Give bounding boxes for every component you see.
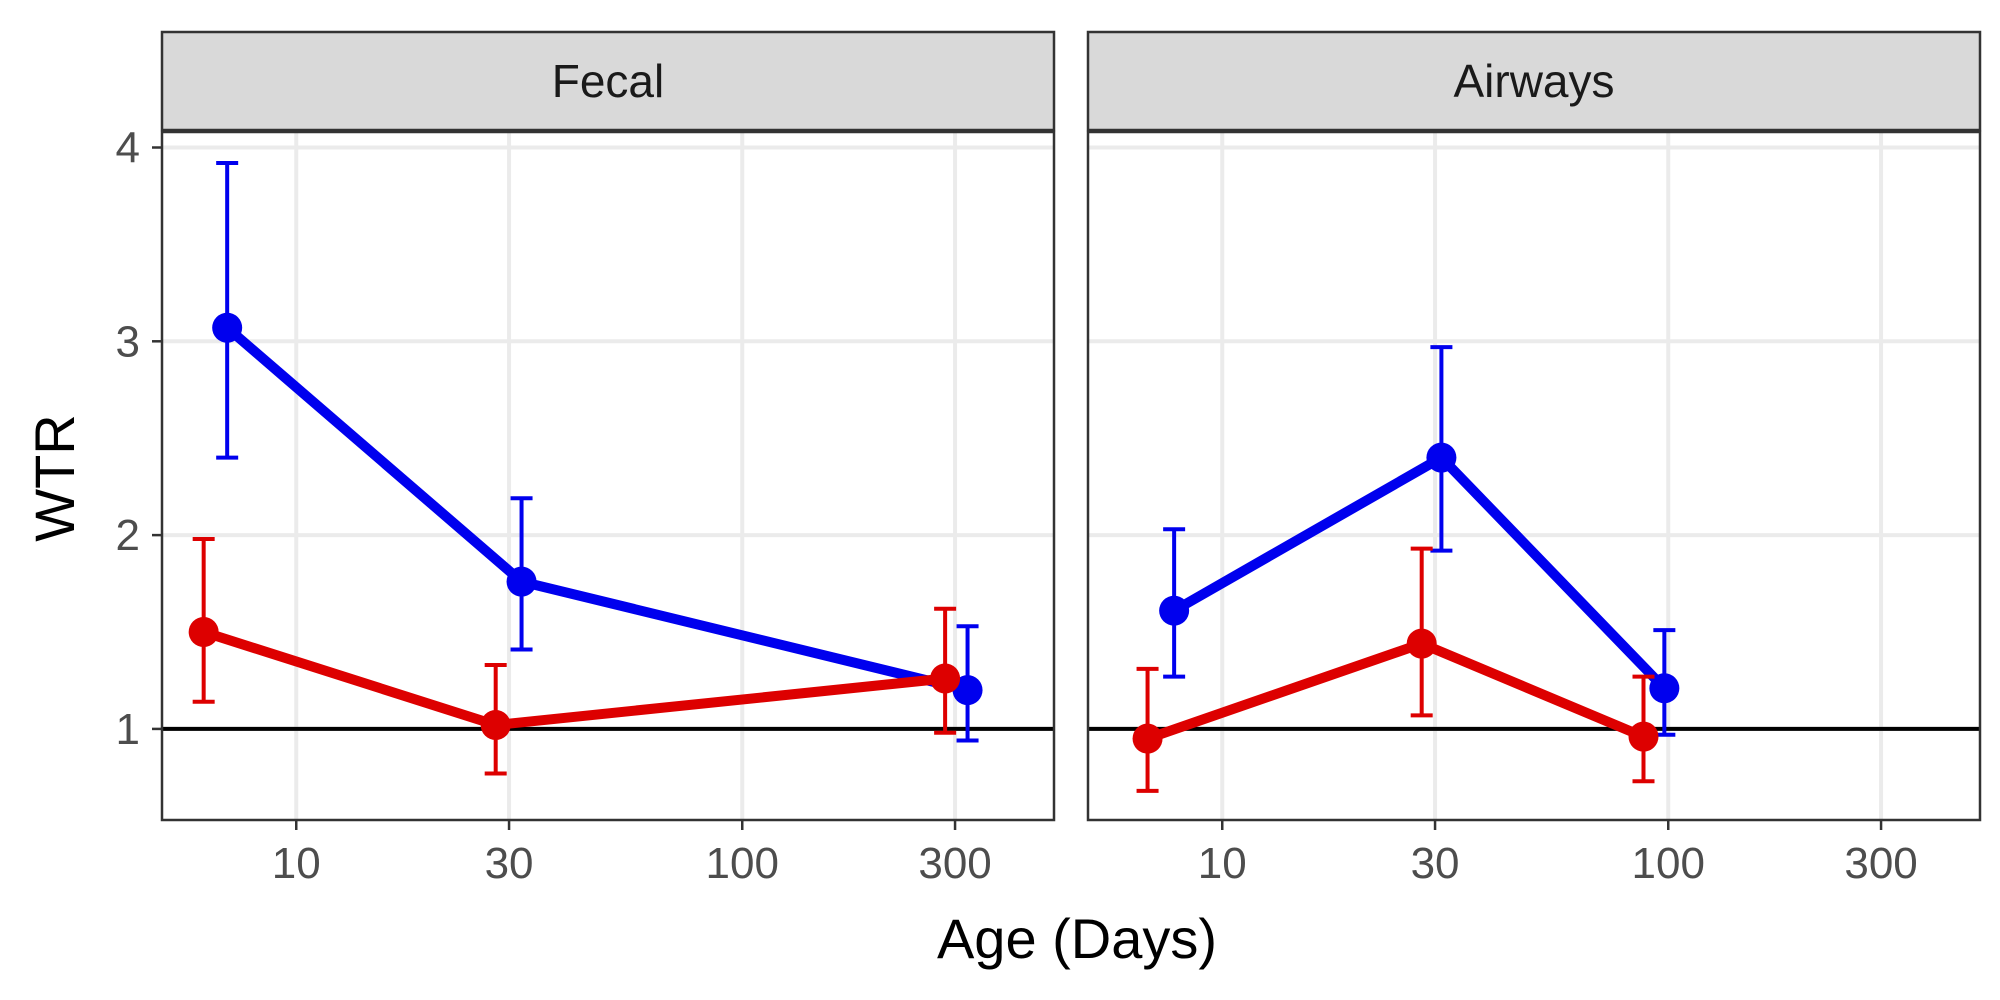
panel-title: Fecal xyxy=(552,55,664,107)
data-point xyxy=(212,312,243,343)
x-tick-label: 100 xyxy=(1632,839,1705,888)
y-axis: 1 2 3 4 xyxy=(116,124,162,754)
series-blue xyxy=(1159,345,1680,737)
series-blue xyxy=(212,161,983,743)
x-tick-label: 30 xyxy=(485,839,534,888)
panel-strip xyxy=(1086,30,1982,132)
y-tick-label: 2 xyxy=(116,511,140,560)
x-tick-label: 100 xyxy=(706,839,779,888)
data-point xyxy=(1406,628,1437,659)
data-point xyxy=(930,663,961,694)
data-point xyxy=(1132,723,1163,754)
data-point xyxy=(1628,721,1659,752)
series-red xyxy=(1132,546,1659,793)
x-tick-label: 30 xyxy=(1411,839,1460,888)
panel-strip xyxy=(160,30,1056,132)
x-tick-label: 10 xyxy=(272,839,321,888)
data-point xyxy=(188,617,219,648)
data-point xyxy=(1159,595,1190,626)
y-tick-label: 4 xyxy=(116,124,140,173)
x-tick-label: 300 xyxy=(1844,839,1917,888)
data-point xyxy=(480,710,511,741)
panel-title: Airways xyxy=(1453,55,1614,107)
x-axis-title: Age (Days) xyxy=(937,907,1217,970)
data-point xyxy=(952,675,983,706)
panel-border xyxy=(160,130,1056,822)
data-point xyxy=(506,566,537,597)
plot-background xyxy=(162,132,1054,820)
panel-border xyxy=(1086,130,1982,822)
y-tick-label: 3 xyxy=(116,317,140,366)
panel-fecal: Fecal 10 30 100 300 xyxy=(160,30,1056,888)
y-axis-title: WTR xyxy=(23,414,86,542)
panel-airways: Airways 10 30 100 300 xyxy=(1086,30,1982,888)
data-point xyxy=(1426,442,1457,473)
x-tick-label: 10 xyxy=(1198,839,1247,888)
series-red xyxy=(188,536,961,776)
y-tick-label: 1 xyxy=(116,705,140,754)
x-tick-label: 300 xyxy=(918,839,991,888)
data-point xyxy=(1649,673,1680,704)
panels-layer: Fecal 10 30 100 300 Airways 10 30 100 300 xyxy=(160,30,1982,888)
